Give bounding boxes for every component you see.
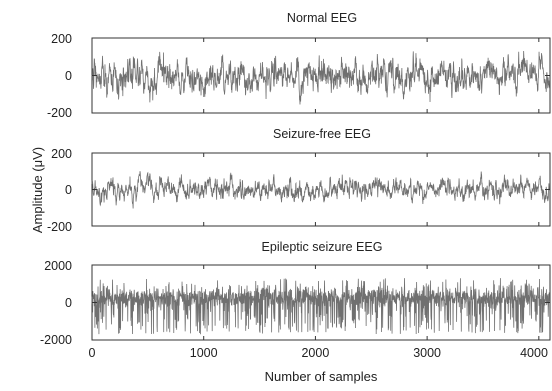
series-line-normal-eeg xyxy=(91,51,550,105)
series-line-epileptic-seizure-eeg xyxy=(91,278,550,335)
y-tick-label-200: 200 xyxy=(51,147,72,161)
y-tick-label-0: 0 xyxy=(65,69,72,83)
y-tick-label-minus-200: -200 xyxy=(47,106,72,120)
x-tick-label-3000: 3000 xyxy=(413,346,441,360)
y-tick-label-200: 200 xyxy=(51,32,72,46)
y-axis-label: Amplitude (μV) xyxy=(30,147,45,233)
axis-ticks xyxy=(91,37,550,341)
panel-title-normal: Normal EEG xyxy=(287,11,357,25)
x-axis-label: Number of samples xyxy=(265,369,378,384)
y-tick-label-2000: 2000 xyxy=(44,259,72,273)
panel-frame-seizure-free xyxy=(91,152,551,227)
y-tick-label-minus-200: -200 xyxy=(47,220,72,234)
x-tick-label-1000: 1000 xyxy=(190,346,218,360)
panel-title-seizure-free: Seizure-free EEG xyxy=(273,127,371,141)
series-line-seizure-free-eeg xyxy=(91,171,550,209)
y-tick-label-0: 0 xyxy=(65,183,72,197)
y-tick-label-0: 0 xyxy=(65,296,72,310)
panel-title-epileptic-seizure: Epileptic seizure EEG xyxy=(262,240,383,254)
x-tick-label-4000: 4000 xyxy=(520,346,548,360)
x-tick-label-0: 0 xyxy=(89,346,96,360)
y-tick-label-minus-2000: -2000 xyxy=(40,333,72,347)
x-tick-label-2000: 2000 xyxy=(301,346,329,360)
